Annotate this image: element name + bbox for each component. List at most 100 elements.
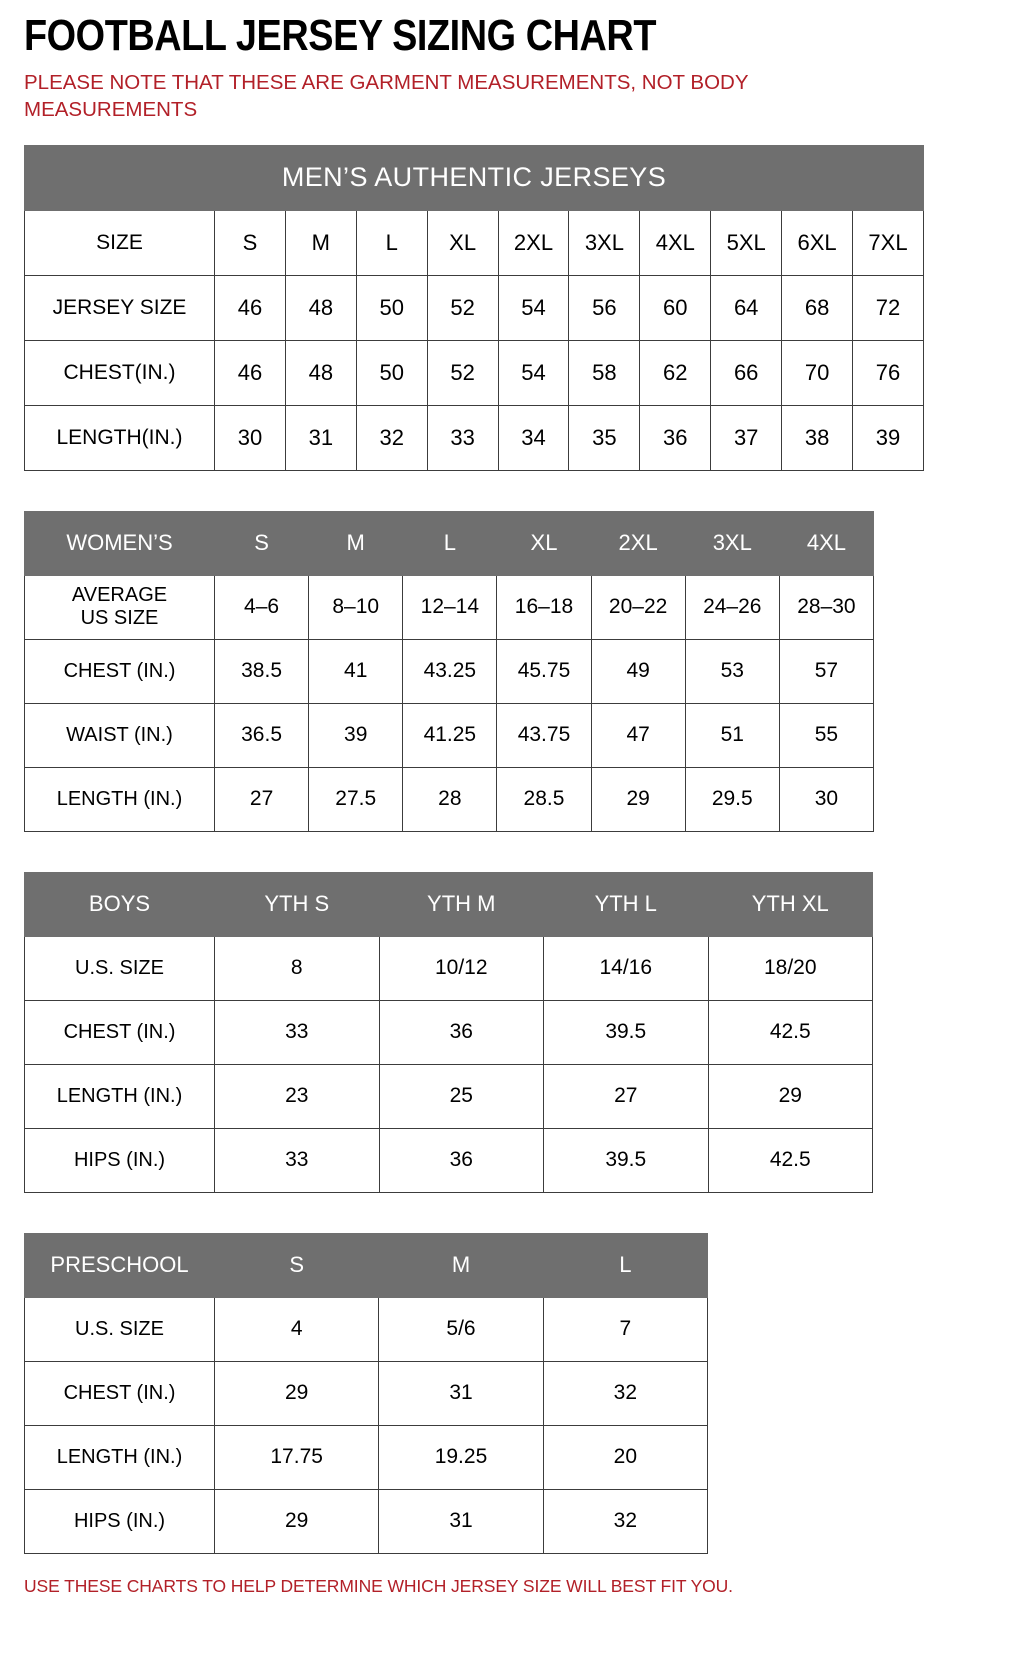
table-cell: 23 <box>214 1063 380 1129</box>
table-cell: 42.5 <box>707 999 873 1065</box>
table-cell: 5/6 <box>378 1296 544 1362</box>
table-cell: 50 <box>355 274 428 341</box>
table-cell: 16–18 <box>496 574 592 640</box>
womens-column-header-s: S <box>213 510 310 576</box>
mens-column-header-row: SIZE S M L XL 2XL 3XL 4XL 5XL 6XL 7XL <box>24 209 924 276</box>
mens-column-header-6xl: 6XL <box>781 209 854 276</box>
row-label-line-2: US SIZE <box>80 607 159 630</box>
table-cell: 8–10 <box>308 574 404 640</box>
mens-banner-row: MEN’S AUTHENTIC JERSEYS <box>24 144 924 211</box>
womens-column-header-2xl: 2XL <box>590 510 686 576</box>
preschool-row-label: LENGTH (IN.) <box>24 1424 215 1490</box>
table-cell: 39.5 <box>543 999 709 1065</box>
table-cell: 33 <box>214 999 380 1065</box>
table-cell: 36 <box>378 1127 544 1193</box>
boys-row-label: CHEST (IN.) <box>24 999 215 1065</box>
boys-jerseys-table: BOYS YTH S YTH M YTH L YTH XL U.S. SIZE 8 10/… <box>24 871 873 1193</box>
table-cell: 17.75 <box>213 1424 380 1490</box>
table-cell: 43.25 <box>402 638 498 704</box>
table-cell: 4 <box>213 1296 380 1362</box>
mens-column-header-s: S <box>214 209 286 276</box>
table-cell: 7 <box>542 1296 709 1362</box>
table-cell: 70 <box>781 339 854 406</box>
table-cell: 27 <box>213 766 310 832</box>
table-cell: 62 <box>639 339 712 406</box>
womens-column-header-4xl: 4XL <box>778 510 875 576</box>
garment-measurement-note: PLEASE NOTE THAT THESE ARE GARMENT MEASU… <box>24 70 749 121</box>
table-cell: 29 <box>213 1360 380 1426</box>
footer-help-note: USE THESE CHARTS TO HELP DETERMINE WHICH… <box>24 1575 733 1596</box>
table-cell: 53 <box>684 638 780 704</box>
preschool-corner-label: PRESCHOOL <box>24 1232 215 1298</box>
boys-row-label: U.S. SIZE <box>24 935 215 1001</box>
womens-row-label: WAIST (IN.) <box>24 702 215 768</box>
table-cell: 31 <box>378 1360 544 1426</box>
mens-row-label: CHEST(IN.) <box>24 339 215 406</box>
table-cell: 39 <box>308 702 404 768</box>
preschool-column-header-s: S <box>213 1232 380 1298</box>
table-cell: 36.5 <box>213 702 310 768</box>
table-cell: 20–22 <box>590 574 686 640</box>
table-cell: 12–14 <box>402 574 498 640</box>
table-cell: 66 <box>710 339 783 406</box>
mens-column-header-5xl: 5XL <box>710 209 783 276</box>
table-cell: 33 <box>426 404 499 471</box>
table-cell: 76 <box>852 339 924 406</box>
mens-column-header-2xl: 2XL <box>497 209 570 276</box>
table-cell: 32 <box>542 1360 709 1426</box>
mens-column-header-3xl: 3XL <box>568 209 641 276</box>
boys-row-label: LENGTH (IN.) <box>24 1063 215 1129</box>
table-cell: 46 <box>214 339 286 406</box>
mens-column-header-xl: XL <box>426 209 499 276</box>
table-row: U.S. SIZE 4 5/6 7 <box>24 1296 709 1362</box>
table-row: JERSEY SIZE 46 48 50 52 54 56 60 64 68 72 <box>24 274 924 341</box>
table-cell: 20 <box>542 1424 709 1490</box>
boys-column-header-yth-xl: YTH XL <box>707 871 873 937</box>
preschool-column-header-m: M <box>378 1232 544 1298</box>
table-cell: 41.25 <box>402 702 498 768</box>
boys-table-body: U.S. SIZE 8 10/12 14/16 18/20 CHEST (IN.) 33 36… <box>24 935 873 1193</box>
womens-table-head: WOMEN’S S M L XL 2XL 3XL 4XL <box>24 510 875 576</box>
table-cell: 52 <box>426 339 499 406</box>
table-cell: 55 <box>778 702 875 768</box>
womens-column-header-row: WOMEN’S S M L XL 2XL 3XL 4XL <box>24 510 875 576</box>
table-cell: 37 <box>710 404 783 471</box>
table-cell: 48 <box>284 339 357 406</box>
preschool-column-header-l: L <box>542 1232 709 1298</box>
table-cell: 4–6 <box>213 574 310 640</box>
boys-column-header-yth-l: YTH L <box>543 871 709 937</box>
table-cell: 27.5 <box>308 766 404 832</box>
mens-authentic-jerseys-table: MEN’S AUTHENTIC JERSEYS SIZE S M L XL 2XL 3XL… <box>24 144 924 471</box>
preschool-table-body: U.S. SIZE 4 5/6 7 CHEST (IN.) 29 31 32 LENGTH (I… <box>24 1296 709 1554</box>
table-cell: 60 <box>639 274 712 341</box>
table-cell: 14/16 <box>543 935 709 1001</box>
table-cell: 49 <box>590 638 686 704</box>
table-cell: 29.5 <box>684 766 780 832</box>
womens-column-header-l: L <box>402 510 498 576</box>
table-cell: 28 <box>402 766 498 832</box>
table-row: WAIST (IN.) 36.5 39 41.25 43.75 47 51 55 <box>24 702 875 768</box>
table-cell: 39 <box>852 404 924 471</box>
table-cell: 32 <box>355 404 428 471</box>
table-cell: 54 <box>497 339 570 406</box>
womens-corner-label: WOMEN’S <box>24 510 215 576</box>
table-row: CHEST (IN.) 33 36 39.5 42.5 <box>24 999 873 1065</box>
mens-table-body: JERSEY SIZE 46 48 50 52 54 56 60 64 68 72 CHEST(IN.… <box>24 274 924 471</box>
table-cell: 43.75 <box>496 702 592 768</box>
table-cell: 8 <box>214 935 380 1001</box>
table-row: CHEST (IN.) 38.5 41 43.25 45.75 49 53 57 <box>24 638 875 704</box>
boys-column-header-yth-s: YTH S <box>214 871 380 937</box>
table-cell: 34 <box>497 404 570 471</box>
row-label-line-1: AVERAGE <box>71 583 168 606</box>
table-row: CHEST(IN.) 46 48 50 52 54 58 62 66 70 76 <box>24 339 924 406</box>
womens-column-header-m: M <box>308 510 404 576</box>
table-cell: 30 <box>214 404 286 471</box>
table-row: HIPS (IN.) 29 31 32 <box>24 1488 709 1554</box>
mens-column-header-7xl: 7XL <box>852 209 924 276</box>
womens-table-body: AVERAGE US SIZE 4–6 8–10 12–14 16–18 20–22 24–2… <box>24 574 875 832</box>
table-cell: 10/12 <box>378 935 544 1001</box>
womens-row-label: CHEST (IN.) <box>24 638 215 704</box>
